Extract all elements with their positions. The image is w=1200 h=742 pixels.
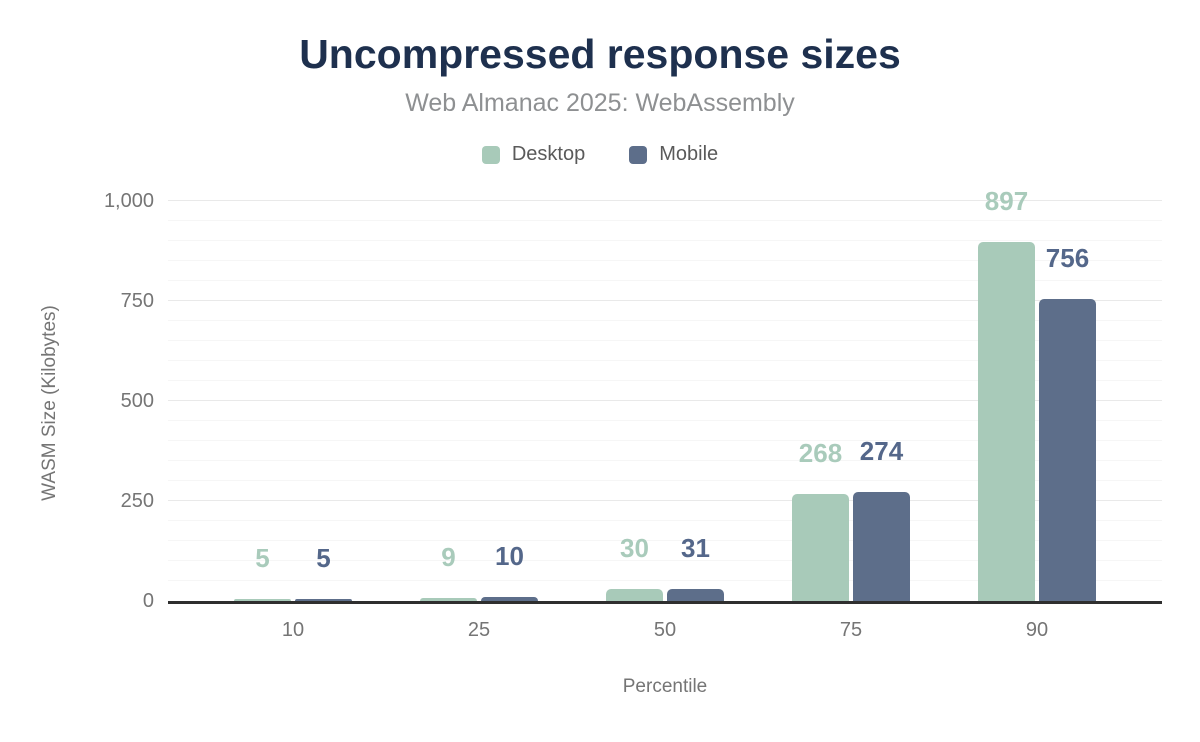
bar-desktop bbox=[234, 599, 291, 602]
bar-wrap-mobile: 5 bbox=[295, 545, 352, 602]
bar-desktop bbox=[420, 597, 477, 602]
y-tick-label: 0 bbox=[142, 590, 154, 613]
bar-desktop bbox=[978, 242, 1035, 602]
bar-wrap-desktop: 9 bbox=[420, 544, 477, 602]
bar-wrap-desktop: 268 bbox=[792, 440, 849, 602]
bars-row: 5 5 9 10 30 31 268 274 897 756 bbox=[168, 188, 1162, 602]
x-axis-title: Percentile bbox=[622, 676, 708, 698]
x-tick-row: 10 25 50 75 90 bbox=[168, 619, 1162, 642]
bar-wrap-mobile: 274 bbox=[853, 438, 910, 602]
chart-area: WASM Size (Kilobytes) 5 5 9 10 30 31 268 274 897… bbox=[0, 188, 1200, 698]
legend-swatch-desktop bbox=[481, 145, 500, 164]
bar-mobile bbox=[853, 491, 910, 602]
chart-title: Uncompressed response sizes bbox=[299, 31, 901, 77]
gridline-major bbox=[168, 200, 1162, 202]
gridline-minor bbox=[168, 440, 1162, 442]
gridline-minor bbox=[168, 480, 1162, 482]
bar-wrap-desktop: 30 bbox=[606, 535, 663, 602]
x-tick-label: 75 bbox=[839, 619, 863, 642]
gridline-minor bbox=[168, 280, 1162, 282]
gridline-minor bbox=[168, 340, 1162, 342]
gridline-minor bbox=[168, 580, 1162, 582]
y-tick-label: 250 bbox=[120, 490, 154, 513]
gridline-minor bbox=[168, 360, 1162, 362]
bar-value-label-mobile: 10 bbox=[495, 541, 524, 572]
gridline-minor bbox=[168, 240, 1162, 242]
y-tick-label: 1,000 bbox=[103, 190, 154, 213]
bar-desktop bbox=[606, 589, 663, 602]
bar-wrap-mobile: 31 bbox=[667, 535, 724, 602]
bar-wrap-desktop: 897 bbox=[978, 188, 1035, 602]
gridline-major bbox=[168, 500, 1162, 502]
bar-value-label-desktop: 30 bbox=[620, 533, 649, 564]
bar-value-label-mobile: 274 bbox=[859, 435, 904, 466]
plot-area: WASM Size (Kilobytes) 5 5 9 10 30 31 268 274 897… bbox=[39, 188, 1162, 611]
gridline-minor bbox=[168, 220, 1162, 222]
bar-desktop bbox=[792, 494, 849, 602]
bar-wrap-desktop: 5 bbox=[234, 545, 291, 602]
gridline-minor bbox=[168, 380, 1162, 382]
bar-wrap-mobile: 10 bbox=[481, 543, 538, 602]
gridline-minor bbox=[168, 560, 1162, 562]
legend-label: Desktop bbox=[511, 143, 586, 166]
y-axis-title: WASM Size (Kilobytes) bbox=[39, 304, 60, 501]
gridline-minor bbox=[168, 420, 1162, 422]
y-tick-label: 750 bbox=[120, 290, 154, 313]
gridline-minor bbox=[168, 460, 1162, 462]
legend-label: Mobile bbox=[659, 143, 719, 166]
bar-mobile bbox=[295, 599, 352, 602]
legend: Desktop Mobile bbox=[0, 143, 1200, 166]
bar-value-label-mobile: 5 bbox=[316, 543, 331, 574]
legend-item-mobile: Mobile bbox=[629, 143, 718, 166]
bar-value-label-desktop: 897 bbox=[984, 186, 1029, 217]
bar-value-label-desktop: 268 bbox=[798, 438, 843, 469]
bar-wrap-mobile: 756 bbox=[1039, 245, 1096, 602]
bar-value-label-desktop: 9 bbox=[441, 541, 456, 572]
gridline-minor bbox=[168, 540, 1162, 542]
y-tick-label: 500 bbox=[120, 390, 154, 413]
bar-mobile bbox=[667, 588, 724, 602]
x-tick-label: 90 bbox=[1025, 619, 1049, 642]
bar-group-25: 9 10 bbox=[386, 204, 572, 602]
legend-item-desktop: Desktop bbox=[481, 143, 586, 166]
gridline-minor bbox=[168, 520, 1162, 522]
bar-value-label-desktop: 5 bbox=[255, 543, 270, 574]
bar-mobile bbox=[481, 597, 538, 602]
x-tick-label: 50 bbox=[653, 619, 677, 642]
bar-group-75: 268 274 bbox=[758, 204, 944, 602]
bar-value-label-mobile: 756 bbox=[1045, 242, 1090, 273]
gridline-minor bbox=[168, 320, 1162, 322]
gridline-major bbox=[168, 300, 1162, 302]
x-tick-label: 25 bbox=[467, 619, 491, 642]
chart-subtitle: Web Almanac 2025: WebAssembly bbox=[405, 89, 795, 118]
bar-mobile bbox=[1039, 298, 1096, 602]
bar-group-90: 897 756 bbox=[944, 188, 1130, 602]
x-tick-label: 10 bbox=[281, 619, 305, 642]
bar-group-50: 30 31 bbox=[572, 204, 758, 602]
gridline-minor bbox=[168, 260, 1162, 262]
bar-value-label-mobile: 31 bbox=[681, 532, 710, 563]
legend-swatch-mobile bbox=[629, 145, 648, 164]
gridline-major bbox=[168, 400, 1162, 402]
